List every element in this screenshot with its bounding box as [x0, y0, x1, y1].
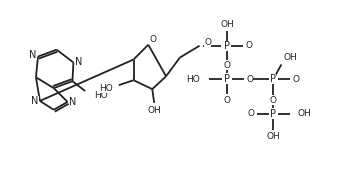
Text: O: O [293, 75, 300, 84]
Text: N: N [69, 97, 76, 107]
Text: O: O [204, 38, 211, 47]
Text: P: P [271, 74, 276, 84]
Text: P: P [224, 41, 230, 51]
Text: OH: OH [147, 106, 161, 115]
Text: O: O [245, 41, 252, 50]
Text: N: N [31, 96, 39, 106]
Text: OH: OH [220, 20, 234, 29]
Text: OH: OH [297, 109, 311, 118]
Text: O: O [224, 96, 231, 105]
Text: O: O [270, 96, 277, 105]
Text: N: N [75, 57, 82, 68]
Text: HO: HO [94, 90, 108, 99]
Text: HO: HO [99, 84, 113, 93]
Text: O: O [150, 35, 157, 44]
Text: OH: OH [267, 132, 280, 141]
Text: O: O [246, 75, 253, 84]
Text: O: O [224, 61, 231, 70]
Text: HO: HO [186, 75, 200, 84]
Text: P: P [224, 74, 230, 84]
Text: N: N [29, 50, 37, 60]
Text: OH: OH [283, 53, 297, 62]
Text: P: P [271, 109, 276, 119]
Text: O: O [247, 109, 254, 118]
